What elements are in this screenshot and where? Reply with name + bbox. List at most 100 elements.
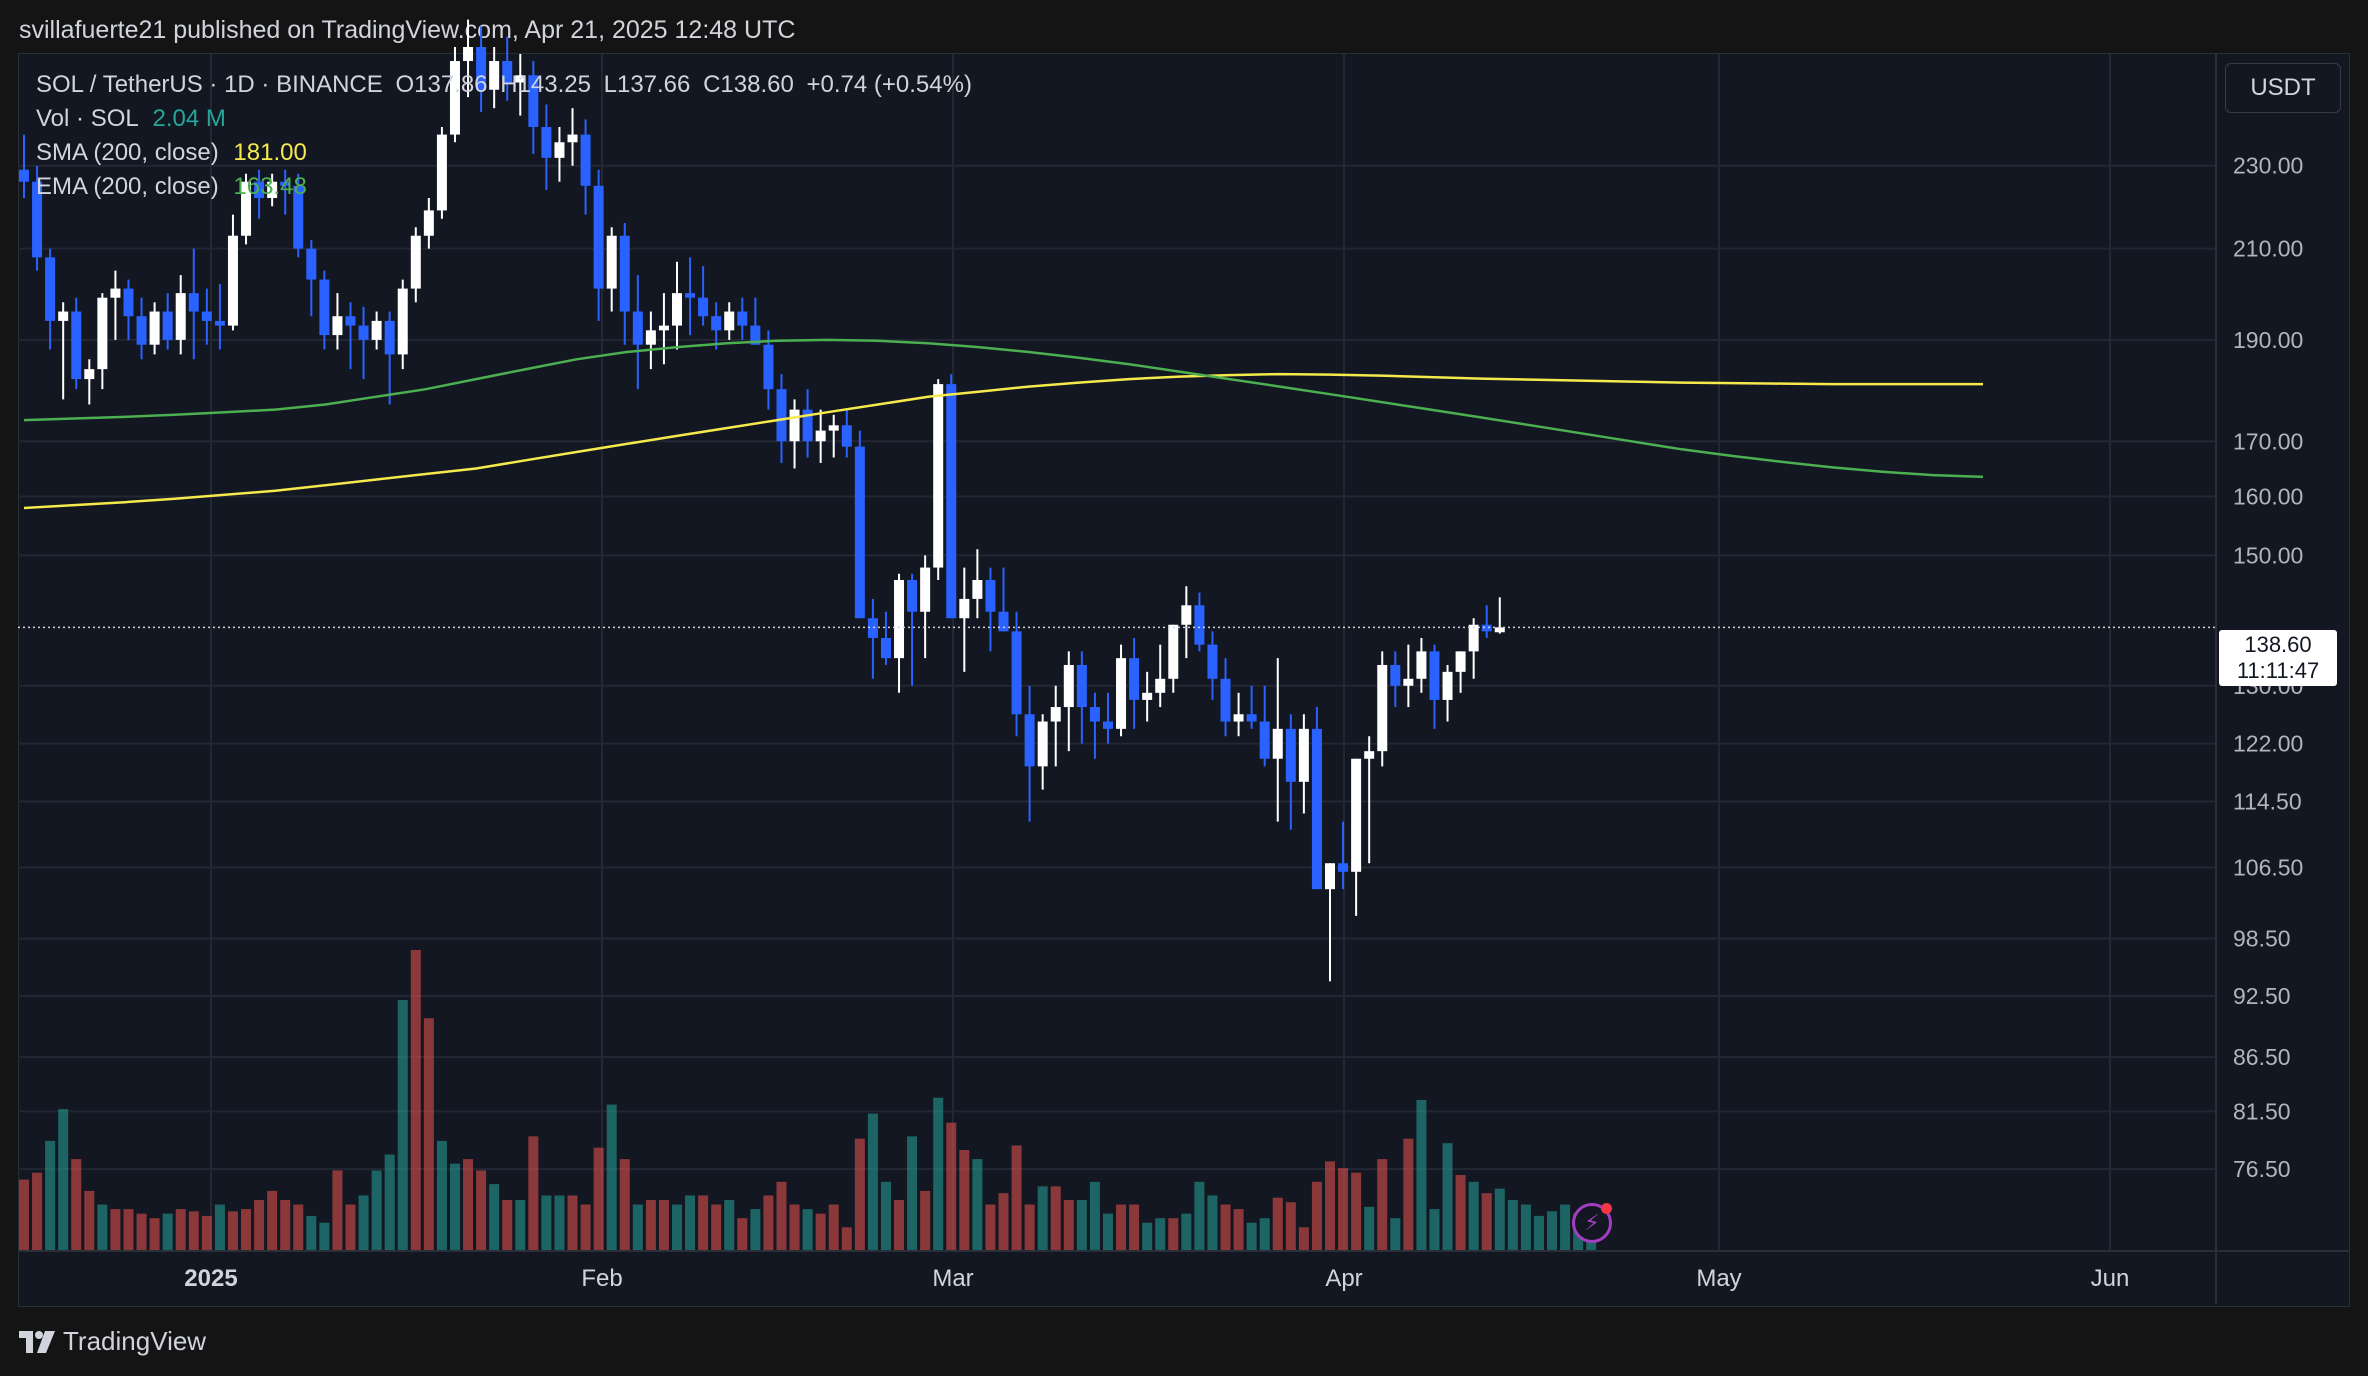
tradingview-logo[interactable]: TradingView — [19, 1326, 206, 1357]
candle-body-71 — [946, 384, 957, 619]
candle-body-74 — [985, 579, 996, 612]
candle-body-79 — [1050, 707, 1061, 722]
volume-bar-59 — [789, 1204, 800, 1250]
candle-body-77 — [1024, 714, 1035, 767]
volume-bar-31 — [423, 1018, 434, 1250]
candle-body-42 — [567, 134, 578, 143]
candle-body-83 — [1102, 721, 1113, 729]
chart-legend: SOL / TetherUS · 1D · BINANCE O137.86 H1… — [36, 68, 972, 204]
sma-value: 181.00 — [233, 139, 307, 166]
volume-bar-44 — [593, 1147, 604, 1250]
candle-body-52 — [698, 297, 709, 317]
legend-volume-row[interactable]: Vol · SOL 2.04 M — [36, 102, 972, 136]
volume-bar-111 — [1468, 1181, 1479, 1250]
volume-bar-56 — [750, 1209, 761, 1250]
candle-body-104 — [1377, 664, 1388, 752]
candles — [19, 19, 1505, 982]
volume-bar-49 — [658, 1200, 669, 1250]
ema-label: EMA (200, close) — [36, 173, 219, 200]
volume-bar-86 — [1142, 1222, 1153, 1250]
candle-body-3 — [58, 311, 69, 321]
volume-bar-114 — [1507, 1200, 1518, 1250]
candle-body-101 — [1338, 863, 1349, 872]
volume-bar-23 — [319, 1222, 330, 1250]
publisher-line: svillafuerte21 published on TradingView.… — [19, 16, 796, 44]
volume-bar-80 — [1063, 1200, 1074, 1250]
volume-bar-98 — [1298, 1227, 1309, 1250]
candle-body-105 — [1390, 664, 1401, 686]
volume-bar-99 — [1311, 1181, 1322, 1250]
volume-bar-77 — [1024, 1204, 1035, 1250]
symbol-label: SOL / TetherUS · 1D · BINANCE — [36, 71, 383, 98]
candle-body-18 — [254, 181, 265, 199]
volume-bar-37 — [502, 1200, 513, 1250]
volume-bar-21 — [293, 1204, 304, 1250]
last-price: 138.60 — [2244, 632, 2312, 657]
moving-averages — [18, 338, 2216, 629]
volume-bar-93 — [1233, 1209, 1244, 1250]
volume-bars — [19, 950, 1597, 1250]
x-tick-2025: 2025 — [184, 1265, 237, 1292]
candle-body-109 — [1442, 671, 1453, 700]
ema-value: 163.48 — [233, 173, 307, 200]
volume-bar-48 — [645, 1200, 656, 1250]
axes: 230.00210.00190.00170.00160.00150.00130.… — [18, 54, 2349, 1304]
x-tick-Mar: Mar — [932, 1265, 973, 1292]
volume-bar-102 — [1351, 1172, 1362, 1250]
volume-bar-29 — [397, 1000, 408, 1250]
y-tick-210.00: 210.00 — [2233, 236, 2303, 262]
candle-body-86 — [1142, 692, 1153, 700]
candle-body-0 — [19, 169, 29, 182]
volume-bar-50 — [672, 1204, 682, 1250]
sma-label: SMA (200, close) — [36, 139, 219, 166]
candle-body-57 — [763, 344, 774, 390]
candle-body-24 — [332, 316, 343, 336]
candle-body-59 — [789, 409, 800, 442]
volume-bar-91 — [1207, 1195, 1218, 1250]
candle-body-62 — [828, 425, 839, 431]
candle-body-14 — [201, 311, 212, 321]
candle-body-58 — [776, 389, 787, 442]
candle-body-48 — [645, 330, 656, 345]
volume-bar-63 — [841, 1227, 852, 1250]
candle-body-12 — [175, 293, 186, 340]
volume-bar-89 — [1181, 1213, 1192, 1250]
candle-body-25 — [345, 316, 356, 326]
candle-body-56 — [750, 325, 761, 345]
candle-body-85 — [1129, 658, 1140, 700]
candle-body-49 — [658, 325, 669, 331]
volume-bar-42 — [567, 1195, 578, 1250]
open-value: O137.86 — [395, 71, 488, 98]
volume-bar-109 — [1442, 1143, 1453, 1250]
candle-body-75 — [998, 611, 1009, 632]
candle-body-111 — [1468, 624, 1479, 652]
candle-body-35 — [476, 47, 487, 90]
volume-bar-67 — [894, 1200, 905, 1250]
x-tick-May: May — [1696, 1265, 1741, 1292]
volume-bar-78 — [1037, 1186, 1048, 1250]
legend-ema-row[interactable]: EMA (200, close) 163.48 — [36, 170, 972, 204]
candle-body-91 — [1207, 644, 1218, 679]
candle-body-33 — [449, 61, 460, 135]
candle-body-11 — [162, 311, 173, 340]
volume-bar-103 — [1364, 1206, 1375, 1250]
candle-body-7 — [110, 288, 121, 298]
legend-symbol-row[interactable]: SOL / TetherUS · 1D · BINANCE O137.86 H1… — [36, 68, 972, 102]
legend-sma-row[interactable]: SMA (200, close) 181.00 — [36, 136, 972, 170]
candle-body-2 — [45, 257, 56, 321]
candle-body-27 — [371, 320, 382, 340]
candle-body-99 — [1311, 728, 1322, 890]
sma-200-line — [23, 372, 1983, 510]
currency-button[interactable]: USDT — [2225, 63, 2341, 113]
volume-bar-94 — [1246, 1222, 1257, 1250]
volume-bar-110 — [1455, 1175, 1466, 1250]
volume-bar-45 — [606, 1104, 617, 1250]
volume-bar-35 — [476, 1170, 487, 1250]
candle-body-93 — [1233, 714, 1244, 722]
volume-label: Vol · SOL — [36, 105, 138, 132]
volume-bar-1 — [32, 1172, 43, 1250]
candle-body-32 — [436, 134, 447, 211]
candle-body-88 — [1168, 624, 1179, 679]
volume-bar-34 — [463, 1159, 474, 1250]
